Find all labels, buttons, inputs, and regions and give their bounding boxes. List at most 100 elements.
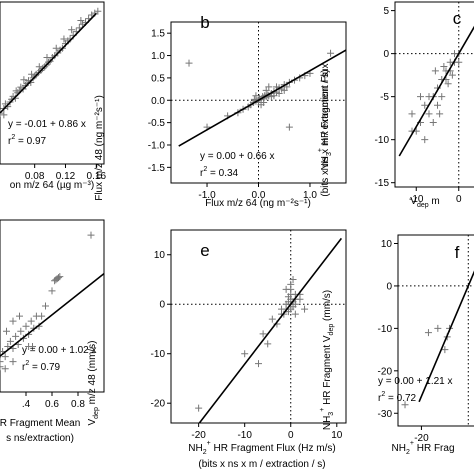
y-tick-label: -10	[378, 324, 393, 335]
data-point	[94, 7, 102, 15]
data-point	[60, 35, 68, 43]
data-point	[0, 363, 4, 371]
y-tick-label: -1.5	[148, 163, 166, 174]
data-point	[12, 87, 20, 95]
fit-equation: y = 0.00 + 1.21 x	[378, 376, 453, 387]
y-tick-label: 0	[386, 281, 392, 292]
data-point	[28, 70, 36, 78]
x-tick-label: -1.0	[198, 190, 216, 201]
x-tick-label: -20	[191, 430, 206, 441]
data-point	[185, 59, 193, 67]
data-point	[48, 287, 56, 295]
y-axis-label: Flux m/z 48 (ng m⁻²s⁻¹)	[94, 95, 105, 201]
data-point	[287, 280, 295, 288]
data-point	[0, 358, 4, 366]
data-point	[0, 111, 8, 119]
x-axis-label-line2: (bits x ns x m / extraction / s)	[198, 459, 325, 470]
data-point	[408, 110, 416, 118]
data-point	[327, 49, 335, 57]
data-point	[301, 305, 309, 313]
data-point	[22, 322, 30, 330]
x-axis-label: R Fragment Mean	[0, 418, 80, 429]
y-tick-label: 1.0	[151, 51, 165, 62]
data-point	[434, 101, 441, 109]
data-point	[425, 110, 433, 118]
data-point	[421, 101, 429, 109]
data-point	[12, 332, 20, 340]
plot-area	[171, 230, 346, 423]
data-point	[43, 54, 51, 62]
panel-b: -1.0 0.0 1.0 1.5 1.0 0.5 0.0 -0.5 -1.0 -1.5 y = 0.…	[94, 13, 347, 209]
data-point	[255, 360, 262, 368]
data-point	[0, 109, 4, 117]
x-axis-label: Flux m/z 64 (ng m⁻²s⁻¹)	[205, 198, 311, 209]
data-point	[87, 231, 95, 239]
plot-area	[398, 235, 474, 426]
data-point	[262, 86, 270, 94]
x-tick-label: 0	[288, 430, 294, 441]
y-tick-label: -20	[151, 399, 166, 410]
panel-c: -10 0 5 0 -5 -10 -15 Vdep m Vdep m/z 48 (mm/s) c	[87, 1, 474, 426]
x-axis-label: NH2+ HR Frag	[391, 440, 454, 456]
data-point	[9, 317, 17, 325]
data-point	[4, 342, 12, 350]
plot-area	[395, 2, 474, 187]
data-point	[252, 92, 260, 100]
x-axis-label-line2: s ns/extraction)	[6, 433, 74, 444]
fit-line	[0, 12, 97, 114]
data-point	[77, 17, 85, 25]
panel-f: -20 10 0 -10 -20 -30 NH2+ HR Frag NH3+ HR Fragm…	[319, 234, 474, 456]
y-tick-label: 0.5	[151, 73, 165, 84]
fit-equation: y = 0.00 + 1.02 x	[22, 345, 97, 356]
data-point	[455, 58, 463, 66]
data-point	[1, 365, 9, 373]
fit-line	[0, 272, 104, 357]
y-tick-label: -5	[380, 92, 389, 103]
data-point	[296, 295, 304, 303]
x-tick-label: -20	[414, 433, 429, 444]
data-point	[434, 324, 442, 332]
x-tick-label: 0.16	[87, 171, 107, 182]
data-point	[285, 123, 293, 131]
y-tick-label: 0	[159, 300, 165, 311]
x-tick-label: 1.0	[303, 190, 317, 201]
panel-letter: f	[455, 243, 460, 262]
data-point	[1, 353, 9, 361]
panel-d: .4 0.6 0.8 y = 0.00 + 1.02 x r2 = 0.79 R Frag…	[0, 219, 105, 444]
fit-r-squared: r2 = 0.79	[22, 360, 61, 373]
y-tick-label: -10	[151, 349, 166, 360]
data-point	[268, 315, 276, 323]
panel-letter: c	[453, 9, 462, 28]
data-point	[424, 329, 432, 337]
fit-equation: y = -0.01 + 0.86 x	[8, 119, 86, 130]
y-tick-label: -0.5	[148, 118, 166, 129]
data-point	[289, 275, 297, 283]
data-point	[195, 404, 203, 412]
data-point	[56, 273, 64, 281]
data-point	[55, 274, 62, 282]
data-point	[282, 285, 290, 293]
fit-line	[178, 49, 346, 147]
y-tick-label: 5	[383, 6, 389, 17]
x-axis-label: Vdep m	[410, 196, 439, 209]
y-tick-label: -15	[375, 178, 390, 189]
data-point	[38, 312, 46, 320]
data-point	[241, 350, 249, 358]
data-point	[259, 330, 267, 338]
data-point	[250, 95, 258, 103]
panel-a: 0.08 0.12 0.16 y = -0.01 + 0.86 x r2 = 0.97 o…	[0, 1, 107, 191]
x-tick-label: 0.8	[71, 399, 85, 410]
data-point	[441, 346, 449, 354]
plot-frame	[397, 234, 474, 427]
plot-frame	[170, 229, 347, 424]
x-axis-label: on m/z 64 (µg m⁻³)	[10, 180, 94, 191]
data-point	[270, 92, 278, 100]
data-point	[431, 67, 439, 75]
data-point	[265, 83, 273, 91]
x-tick-label: -10	[237, 430, 252, 441]
data-point	[436, 110, 444, 118]
x-tick-label: 0.0	[252, 190, 266, 201]
data-point	[444, 80, 452, 88]
data-point	[284, 298, 292, 306]
